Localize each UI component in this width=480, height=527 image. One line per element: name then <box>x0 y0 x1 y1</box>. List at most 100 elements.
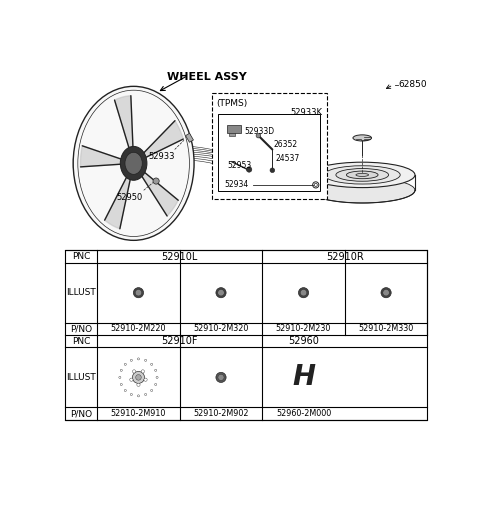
Text: PNC: PNC <box>72 337 90 346</box>
Text: (TPMS): (TPMS) <box>216 99 247 108</box>
Circle shape <box>270 168 275 172</box>
Circle shape <box>132 370 136 373</box>
Circle shape <box>130 359 132 362</box>
Polygon shape <box>222 272 240 291</box>
Text: 52950: 52950 <box>117 192 143 202</box>
Ellipse shape <box>356 173 369 177</box>
Polygon shape <box>115 96 133 148</box>
Text: ILLUST: ILLUST <box>66 288 96 297</box>
Polygon shape <box>210 297 229 314</box>
Ellipse shape <box>353 135 372 141</box>
Polygon shape <box>309 287 324 293</box>
Polygon shape <box>388 274 407 291</box>
Text: ILLUST: ILLUST <box>66 373 96 382</box>
Circle shape <box>155 369 156 372</box>
Polygon shape <box>201 282 216 291</box>
Polygon shape <box>200 288 217 306</box>
Ellipse shape <box>336 169 389 181</box>
Polygon shape <box>389 293 407 311</box>
Polygon shape <box>219 272 226 288</box>
Polygon shape <box>144 121 183 157</box>
Polygon shape <box>142 289 159 307</box>
Circle shape <box>153 178 159 184</box>
Polygon shape <box>205 296 218 310</box>
Circle shape <box>216 372 226 383</box>
Text: 52910-2M902: 52910-2M902 <box>193 409 249 418</box>
Text: 52934: 52934 <box>224 180 249 189</box>
Polygon shape <box>226 285 242 292</box>
Ellipse shape <box>120 147 147 180</box>
Polygon shape <box>287 272 304 290</box>
Circle shape <box>216 288 226 298</box>
Text: 52933K: 52933K <box>291 108 323 117</box>
Polygon shape <box>305 297 315 313</box>
Polygon shape <box>143 283 159 292</box>
Polygon shape <box>304 272 311 288</box>
Text: 52910-2M330: 52910-2M330 <box>359 325 414 334</box>
Text: 62850: 62850 <box>399 80 427 89</box>
Circle shape <box>120 369 122 372</box>
Circle shape <box>135 289 142 296</box>
Ellipse shape <box>125 152 142 174</box>
Polygon shape <box>124 296 136 311</box>
Polygon shape <box>368 295 383 308</box>
Circle shape <box>156 376 158 378</box>
Bar <box>228 125 241 132</box>
Polygon shape <box>372 297 390 314</box>
Circle shape <box>144 394 146 395</box>
Text: 24537: 24537 <box>276 154 300 163</box>
Ellipse shape <box>310 178 415 203</box>
Circle shape <box>115 354 162 401</box>
Circle shape <box>151 389 153 392</box>
Polygon shape <box>81 146 121 167</box>
Polygon shape <box>283 286 300 305</box>
Polygon shape <box>224 291 242 309</box>
Circle shape <box>119 376 121 378</box>
Polygon shape <box>118 289 135 307</box>
Text: 26352: 26352 <box>274 140 298 149</box>
Polygon shape <box>203 272 221 290</box>
Ellipse shape <box>73 86 194 240</box>
Text: 52960-2M000: 52960-2M000 <box>276 409 331 418</box>
Text: 52910-2M910: 52910-2M910 <box>111 409 166 418</box>
Text: 52910L: 52910L <box>162 251 198 261</box>
Ellipse shape <box>347 171 378 179</box>
Circle shape <box>299 288 309 298</box>
Text: 52960: 52960 <box>288 336 319 346</box>
Polygon shape <box>120 272 138 290</box>
Text: 52933: 52933 <box>148 152 175 161</box>
Circle shape <box>246 167 252 172</box>
Text: 52910-2M320: 52910-2M320 <box>193 325 249 334</box>
Polygon shape <box>118 283 134 292</box>
Polygon shape <box>135 272 142 288</box>
Circle shape <box>137 358 140 360</box>
Circle shape <box>144 378 147 382</box>
Circle shape <box>144 359 146 362</box>
Text: 52910-2M230: 52910-2M230 <box>276 325 331 334</box>
Text: P/NO: P/NO <box>70 409 92 418</box>
Polygon shape <box>141 296 153 311</box>
Circle shape <box>118 357 159 398</box>
Circle shape <box>383 289 389 296</box>
Circle shape <box>151 363 153 365</box>
Polygon shape <box>387 297 396 313</box>
Text: 52910R: 52910R <box>326 251 364 261</box>
Polygon shape <box>287 296 300 309</box>
Polygon shape <box>223 297 234 312</box>
Circle shape <box>256 133 261 138</box>
Circle shape <box>218 374 224 380</box>
Circle shape <box>289 364 317 391</box>
Text: 52933D: 52933D <box>244 126 275 135</box>
Polygon shape <box>367 279 382 290</box>
Polygon shape <box>142 172 178 216</box>
Ellipse shape <box>324 166 400 184</box>
Polygon shape <box>105 178 130 229</box>
Text: 52910F: 52910F <box>161 336 198 346</box>
Circle shape <box>120 384 122 386</box>
Circle shape <box>129 368 148 387</box>
Circle shape <box>381 288 391 298</box>
Circle shape <box>122 361 155 394</box>
Bar <box>229 132 235 136</box>
Bar <box>186 133 193 142</box>
Ellipse shape <box>310 162 415 188</box>
